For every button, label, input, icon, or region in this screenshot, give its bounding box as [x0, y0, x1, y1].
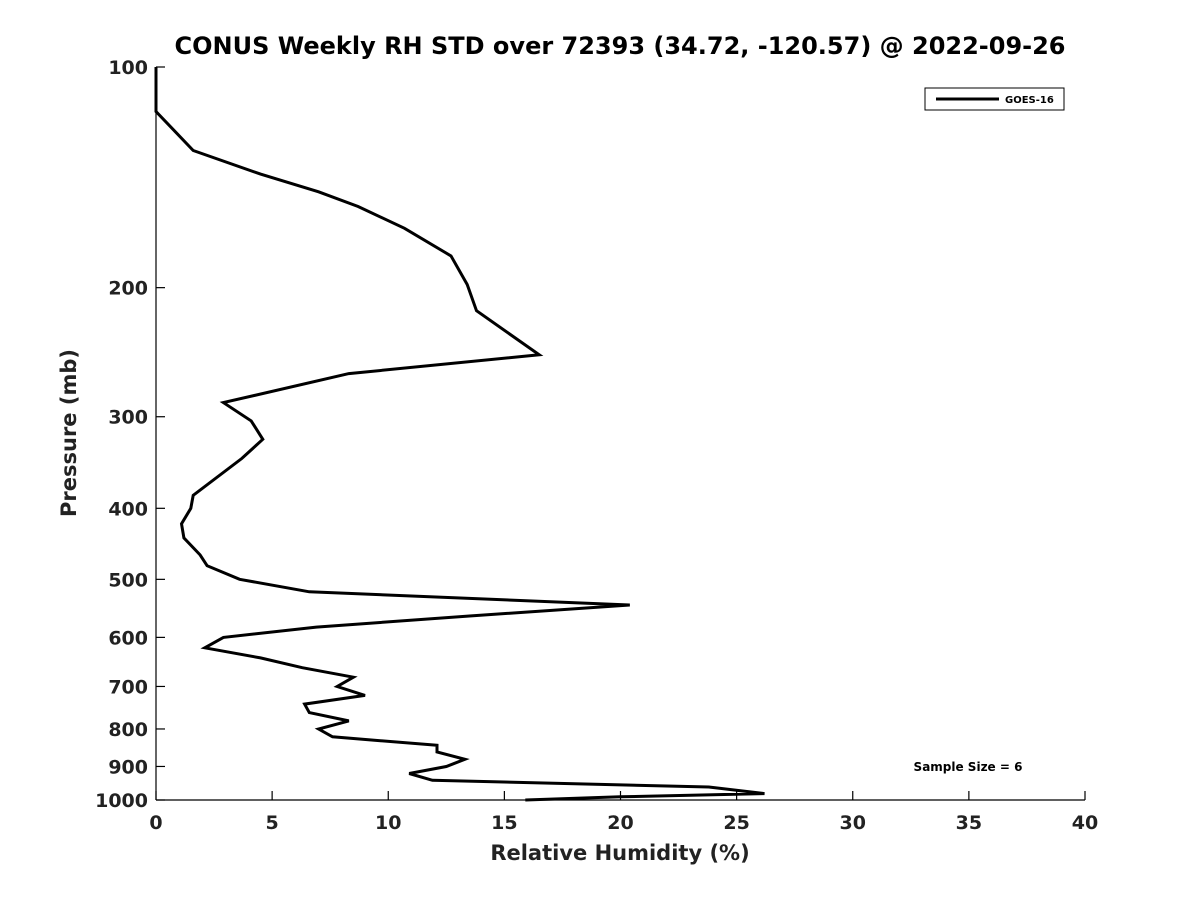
- y-tick-label: 100: [108, 57, 148, 79]
- legend-label-goes-16: GOES-16: [1005, 95, 1054, 106]
- y-tick-label: 500: [108, 569, 148, 591]
- x-tick-label: 5: [266, 812, 279, 834]
- legend: GOES-16: [924, 87, 1065, 111]
- x-axis-ticks: 0 5 10 15 20 25 30 35 40: [149, 791, 1098, 834]
- x-tick-label: 25: [723, 812, 749, 834]
- y-tick-label: 600: [108, 627, 148, 649]
- y-tick-label: 800: [108, 719, 148, 741]
- y-tick-label: 900: [108, 756, 148, 778]
- y-axis-ticks: 100 200 300 400 500 600 700 800 900 1000: [95, 57, 165, 812]
- y-axis-label: Pressure (mb): [57, 349, 81, 517]
- y-tick-label: 200: [108, 278, 148, 300]
- x-tick-label: 10: [375, 812, 401, 834]
- series-layer: [154, 67, 765, 802]
- series-line-goes-16: [154, 67, 765, 802]
- y-tick-label: 300: [108, 407, 148, 429]
- x-axis-label: Relative Humidity (%): [490, 841, 749, 865]
- x-tick-label: 0: [149, 812, 162, 834]
- x-tick-label: 35: [956, 812, 982, 834]
- chart-title: CONUS Weekly RH STD over 72393 (34.72, -…: [174, 32, 1065, 60]
- y-tick-label: 700: [108, 676, 148, 698]
- x-tick-label: 15: [491, 812, 517, 834]
- y-tick-label: 1000: [95, 790, 148, 812]
- x-tick-label: 40: [1072, 812, 1098, 834]
- y-tick-label: 400: [108, 498, 148, 520]
- x-tick-label: 20: [607, 812, 633, 834]
- plot-axes: [155, 67, 1085, 801]
- sample-size-annotation: Sample Size = 6: [914, 760, 1023, 774]
- x-tick-label: 30: [840, 812, 866, 834]
